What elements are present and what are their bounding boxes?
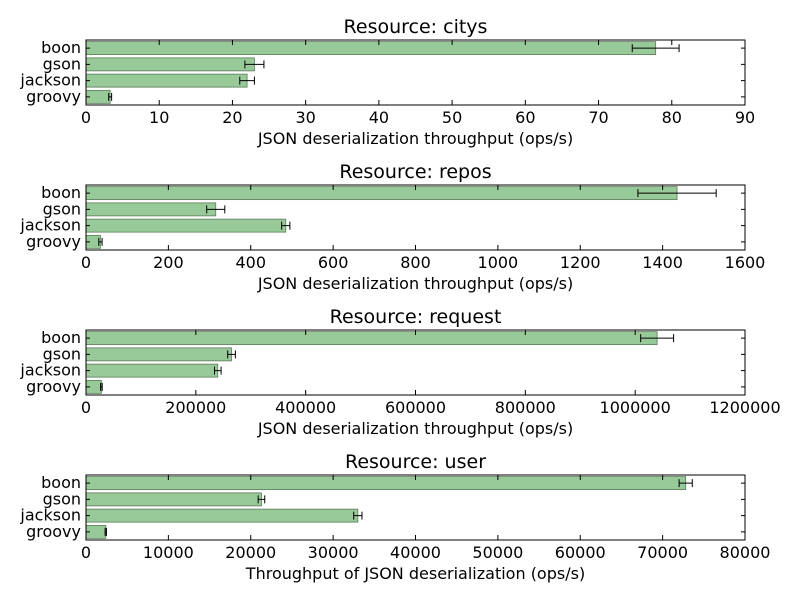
bar-boon	[85, 476, 687, 491]
x-tick-label: 40	[369, 108, 389, 127]
chart-title: Resource: request	[330, 306, 502, 328]
bar-jackson	[85, 73, 248, 88]
error-bar-groovy	[98, 237, 103, 246]
x-tick-label: 40000	[390, 543, 441, 562]
x-tick-label: 1000	[478, 253, 519, 272]
x-tick-label: 50	[442, 108, 462, 127]
x-tick-label: 10	[149, 108, 169, 127]
x-tick-label: 60000	[555, 543, 606, 562]
x-tick-label: 0	[81, 398, 91, 417]
x-tick-label: 30	[295, 108, 315, 127]
error-bar-jackson	[214, 366, 222, 375]
category-label: groovy	[26, 377, 81, 396]
error-bar-boon	[637, 189, 717, 198]
bar-boon	[85, 41, 657, 56]
error-bar-jackson	[281, 221, 291, 230]
category-label: jackson	[19, 71, 81, 90]
x-tick-label: 20000	[225, 543, 276, 562]
error-bar-groovy	[108, 92, 113, 101]
category-label: gson	[43, 54, 81, 73]
x-tick-label: 600	[318, 253, 349, 272]
x-tick-label: 60	[515, 108, 535, 127]
x-tick-label: 90	[735, 108, 755, 127]
x-axis-label: JSON deserialization throughput (ops/s)	[257, 419, 573, 438]
error-bar-gson	[227, 350, 236, 359]
chart-title: Resource: citys	[344, 16, 488, 38]
bar-gson	[85, 347, 232, 362]
x-tick-label: 1200000	[709, 398, 780, 417]
category-label: gson	[43, 489, 81, 508]
x-tick-label: 80000	[720, 543, 771, 562]
category-label: groovy	[26, 232, 81, 251]
category-label: boon	[41, 183, 81, 202]
bar-jackson	[85, 508, 359, 523]
error-bar-boon	[640, 334, 675, 343]
error-bar-boon	[678, 479, 693, 488]
x-tick-label: 200	[153, 253, 184, 272]
x-tick-label: 1600	[725, 253, 766, 272]
error-bar-gson	[206, 205, 226, 214]
x-tick-label: 1000000	[600, 398, 671, 417]
x-axis-label: JSON deserialization throughput (ops/s)	[257, 129, 573, 148]
error-bar-jackson	[353, 511, 363, 520]
category-label: boon	[41, 473, 81, 492]
x-tick-label: 1400	[642, 253, 683, 272]
plot-frame	[85, 39, 746, 106]
x-tick-label: 80	[662, 108, 682, 127]
x-tick-label: 600000	[385, 398, 446, 417]
error-bar-gson	[244, 60, 265, 69]
bar-gson	[85, 492, 262, 507]
category-label: gson	[43, 199, 81, 218]
chart-title: Resource: repos	[339, 161, 491, 183]
category-label: gson	[43, 344, 81, 363]
x-tick-label: 70000	[637, 543, 688, 562]
x-tick-label: 400	[235, 253, 266, 272]
x-tick-label: 800	[400, 253, 431, 272]
bar-jackson	[85, 218, 287, 233]
x-tick-label: 0	[81, 253, 91, 272]
bar-gson	[85, 202, 217, 217]
category-label: boon	[41, 38, 81, 57]
x-tick-label: 400000	[275, 398, 336, 417]
x-tick-label: 10000	[143, 543, 194, 562]
x-tick-label: 20	[222, 108, 242, 127]
x-tick-label: 800000	[495, 398, 556, 417]
category-label: boon	[41, 328, 81, 347]
category-label: jackson	[19, 506, 81, 525]
x-axis-label: Throughput of JSON deserialization (ops/…	[245, 564, 585, 583]
bar-boon	[85, 331, 658, 346]
x-tick-label: 30000	[308, 543, 359, 562]
x-tick-label: 0	[81, 543, 91, 562]
x-tick-label: 200000	[165, 398, 226, 417]
bar-jackson	[85, 363, 219, 378]
category-label: jackson	[19, 361, 81, 380]
category-label: groovy	[26, 87, 81, 106]
bar-gson	[85, 57, 255, 72]
x-tick-label: 0	[81, 108, 91, 127]
chart-title: Resource: user	[345, 451, 486, 473]
error-bar-groovy	[100, 382, 103, 391]
category-label: jackson	[19, 216, 81, 235]
x-tick-label: 1200	[560, 253, 601, 272]
x-tick-label: 70	[588, 108, 608, 127]
error-bar-gson	[257, 495, 266, 504]
bar-boon	[85, 186, 678, 201]
x-tick-label: 50000	[472, 543, 523, 562]
category-label: groovy	[26, 522, 81, 541]
error-bar-groovy	[104, 527, 107, 536]
x-axis-label: JSON deserialization throughput (ops/s)	[257, 274, 573, 293]
error-bar-boon	[631, 44, 680, 53]
error-bar-jackson	[239, 76, 255, 85]
